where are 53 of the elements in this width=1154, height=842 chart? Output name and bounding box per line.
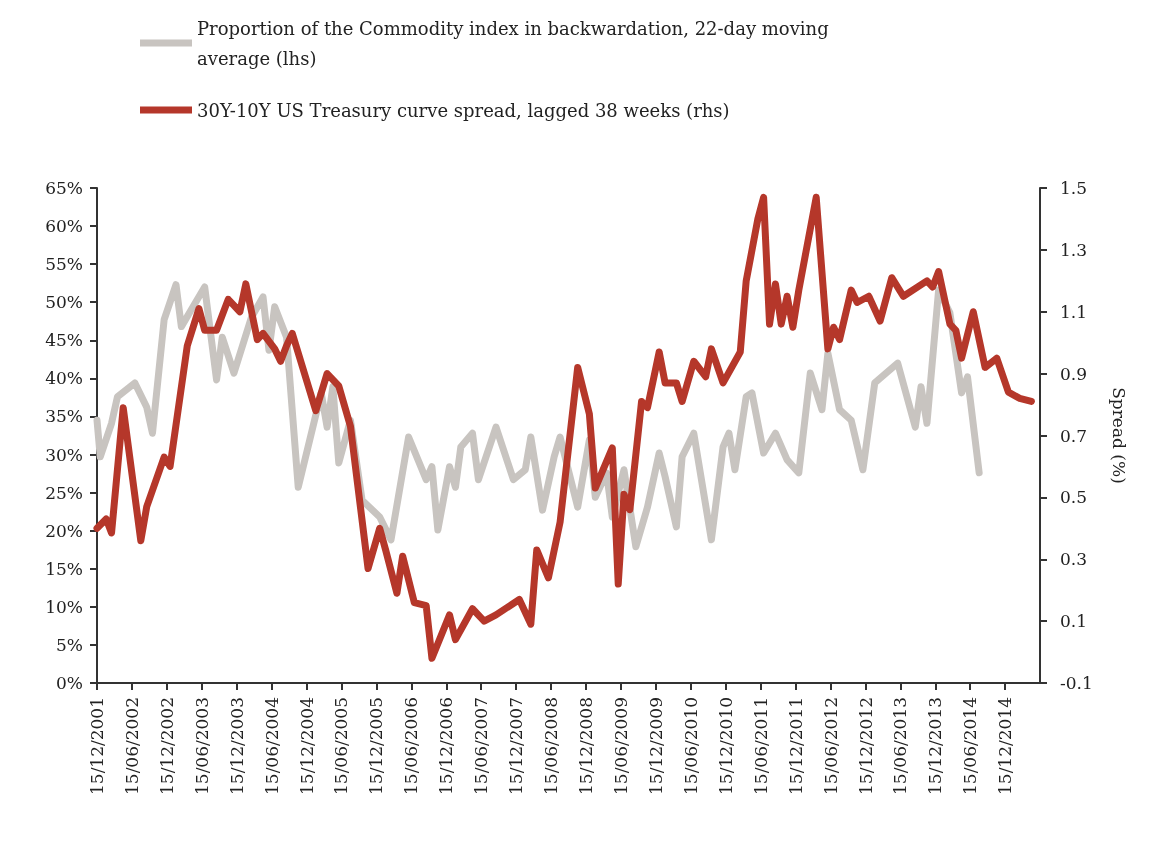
x-tick-label: 15/12/2009	[645, 697, 666, 795]
x-tick-label: 15/12/2001	[87, 697, 107, 795]
x-tick-label: 15/12/2006	[436, 697, 457, 795]
x-tick-label: 15/06/2007	[471, 697, 492, 795]
y-tick-label: 30%	[45, 444, 83, 465]
y2-tick-label: 0.1	[1060, 611, 1088, 632]
x-tick-label: 15/06/2008	[541, 697, 562, 795]
x-tick-label: 15/06/2006	[401, 697, 422, 795]
y2-tick-label: -0.1	[1060, 673, 1093, 693]
x-tick-label: 15/06/2004	[261, 697, 282, 795]
x-tick-label: 15/12/2007	[506, 697, 527, 795]
y2-tick-label: 0.5	[1060, 487, 1088, 508]
y2-tick-label: 0.9	[1060, 363, 1088, 384]
x-tick-label: 15/12/2008	[576, 697, 597, 795]
x-tick-label: 15/06/2002	[121, 697, 142, 795]
x-tick-label: 15/06/2010	[680, 697, 701, 795]
y2-tick-label: 1.1	[1060, 301, 1088, 322]
legend-label: Proportion of the Commodity index in backwardation, 22-day moving average (lhs)	[197, 17, 835, 69]
x-tick-label: 15/12/2014	[995, 697, 1016, 795]
y-tick-label: 55%	[45, 254, 83, 275]
y2-axis-title: Spread (%)	[1108, 387, 1129, 484]
y-tick-label: 50%	[45, 292, 83, 313]
x-tick-label: 15/12/2005	[366, 697, 387, 795]
y-tick-label: 15%	[45, 558, 83, 579]
y-tick-label: 35%	[45, 406, 83, 427]
y-tick-label: 0%	[56, 673, 83, 693]
y-tick-label: 10%	[45, 596, 83, 617]
x-tick-label: 15/06/2003	[191, 697, 212, 795]
y-tick-label: 60%	[45, 216, 83, 237]
x-tick-label: 15/06/2011	[750, 697, 771, 795]
y-tick-label: 25%	[45, 482, 83, 503]
x-tick-label: 15/06/2009	[610, 697, 631, 795]
y-tick-label: 20%	[45, 520, 83, 541]
y2-tick-label: 0.7	[1060, 425, 1088, 446]
x-tick-label: 15/12/2004	[296, 697, 317, 795]
y-tick-label: 45%	[45, 330, 83, 351]
y2-tick-label: 1.3	[1060, 239, 1088, 260]
x-tick-label: 15/06/2005	[331, 697, 352, 795]
x-tick-label: 15/12/2012	[855, 697, 876, 795]
y-tick-label: 5%	[56, 634, 83, 655]
x-tick-label: 15/12/2013	[925, 697, 946, 795]
y2-tick-label: 0.3	[1060, 549, 1088, 570]
x-tick-label: 15/12/2003	[226, 697, 247, 795]
y-tick-label: 65%	[45, 178, 83, 198]
x-tick-label: 15/06/2014	[960, 697, 981, 795]
x-tick-label: 15/06/2013	[890, 697, 911, 795]
x-tick-label: 15/12/2002	[156, 697, 177, 795]
y-tick-label: 40%	[45, 368, 83, 389]
x-tick-label: 15/12/2010	[715, 697, 736, 795]
y2-tick-label: 1.5	[1060, 178, 1088, 198]
x-tick-label: 15/06/2012	[820, 697, 841, 795]
x-tick-label: 15/12/2011	[785, 697, 806, 795]
legend-label: 30Y-10Y US Treasury curve spread, lagged 38 weeks (rhs)	[197, 99, 730, 121]
